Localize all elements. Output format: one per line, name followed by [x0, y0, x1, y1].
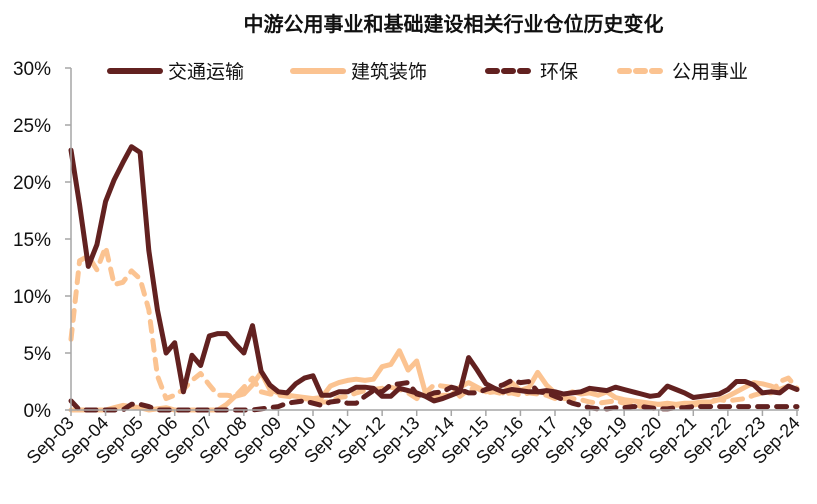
series-line-1	[68, 144, 800, 404]
legend-item: 公用事业	[617, 61, 748, 83]
y-tick-label: 30%	[13, 59, 51, 80]
plot-area	[68, 144, 800, 413]
legend-item: 建筑装饰	[290, 61, 427, 83]
y-tick-label: 20%	[13, 173, 51, 194]
legend: 交通运输 建筑装饰 环保 公用事业	[107, 61, 748, 83]
series-line-3	[68, 377, 800, 413]
legend-label: 建筑装饰	[351, 61, 427, 83]
y-tick-label: 25%	[13, 116, 51, 137]
y-tick-label: 0%	[24, 401, 52, 422]
chart-title: 中游公用事业和基础建设相关行业仓位历史变化	[243, 12, 664, 36]
y-tick-label: 5%	[24, 344, 52, 365]
legend-label: 环保	[540, 61, 578, 83]
legend-item: 交通运输	[107, 61, 244, 83]
legend-label: 公用事业	[672, 61, 748, 83]
y-tick-label: 10%	[13, 287, 51, 308]
y-tick-label: 15%	[13, 230, 51, 251]
x-axis: Sep-03Sep-04Sep-05Sep-06Sep-07Sep-08Sep-…	[23, 409, 804, 468]
y-axis: 0% 5% 10% 15% 20% 25% 30%	[13, 59, 72, 422]
legend-item: 环保	[485, 61, 578, 83]
legend-label: 交通运输	[168, 61, 244, 83]
